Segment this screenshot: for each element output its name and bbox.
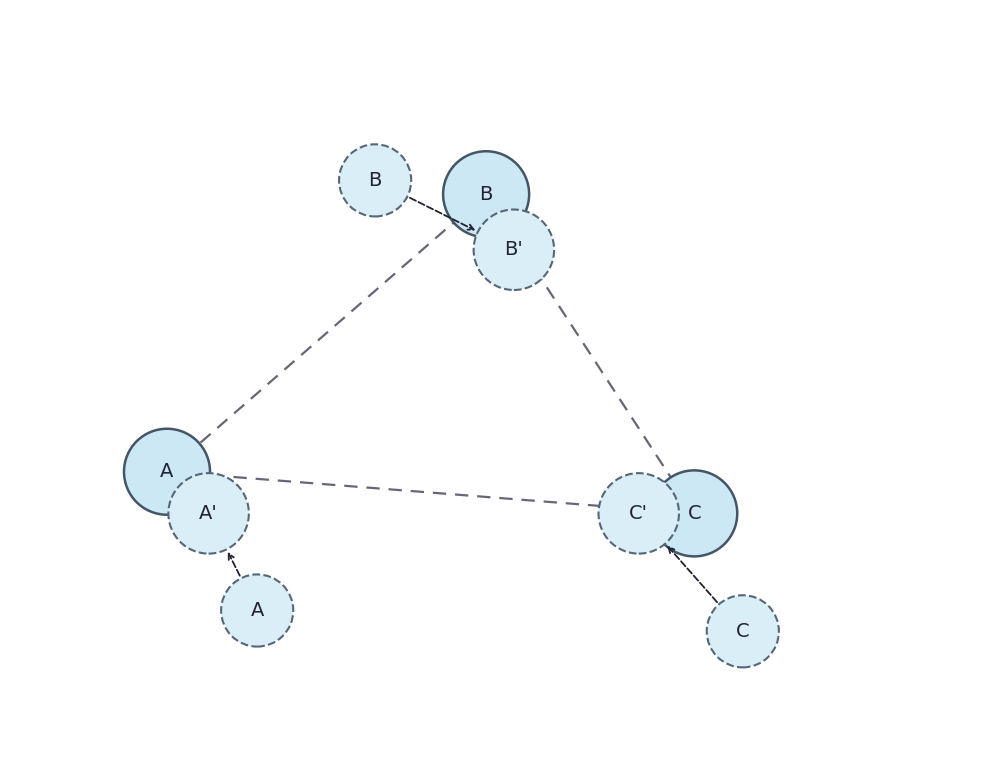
Circle shape — [168, 473, 249, 553]
Text: A: A — [251, 601, 264, 620]
Circle shape — [443, 152, 529, 237]
Circle shape — [124, 429, 210, 514]
Text: C: C — [736, 622, 750, 641]
Circle shape — [651, 470, 737, 556]
Text: B: B — [479, 185, 493, 204]
Text: C: C — [687, 503, 701, 523]
Text: B': B' — [504, 240, 523, 260]
Circle shape — [599, 473, 679, 553]
Text: B: B — [368, 171, 382, 190]
Circle shape — [339, 145, 411, 217]
Text: A': A' — [199, 503, 218, 523]
Circle shape — [221, 574, 293, 646]
Circle shape — [707, 595, 779, 667]
Text: C': C' — [629, 503, 648, 523]
Text: A: A — [160, 462, 174, 481]
Circle shape — [474, 210, 554, 290]
